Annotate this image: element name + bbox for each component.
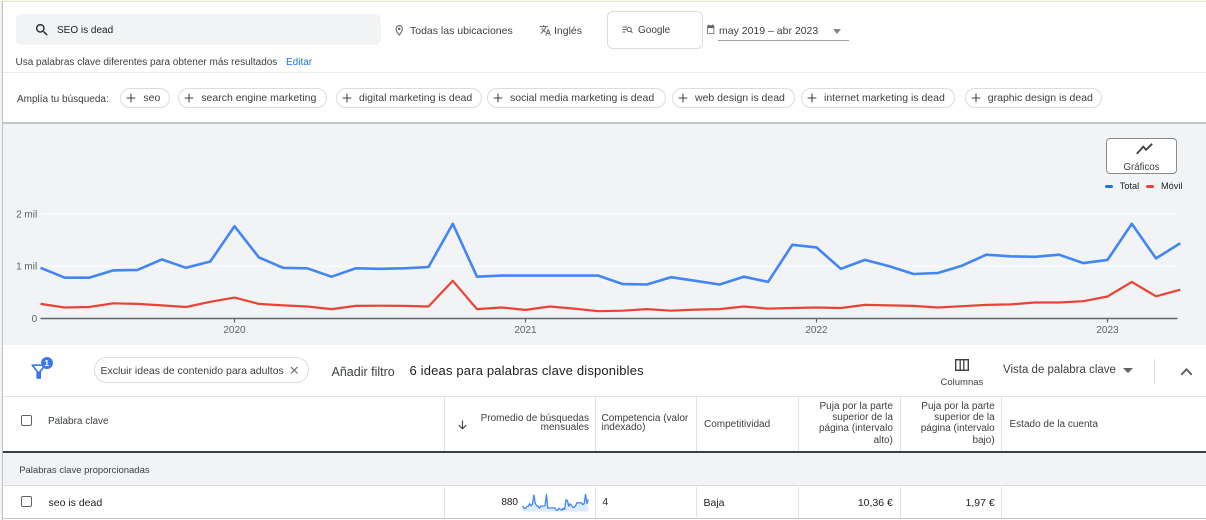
- svg-text:2020: 2020: [223, 325, 246, 336]
- svg-text:2022: 2022: [805, 325, 828, 336]
- svg-text:0: 0: [32, 314, 38, 325]
- svg-text:2021: 2021: [514, 325, 537, 336]
- svg-text:2 mil: 2 mil: [16, 209, 37, 220]
- svg-text:2023: 2023: [1096, 325, 1119, 336]
- svg-text:1 mil: 1 mil: [16, 262, 37, 273]
